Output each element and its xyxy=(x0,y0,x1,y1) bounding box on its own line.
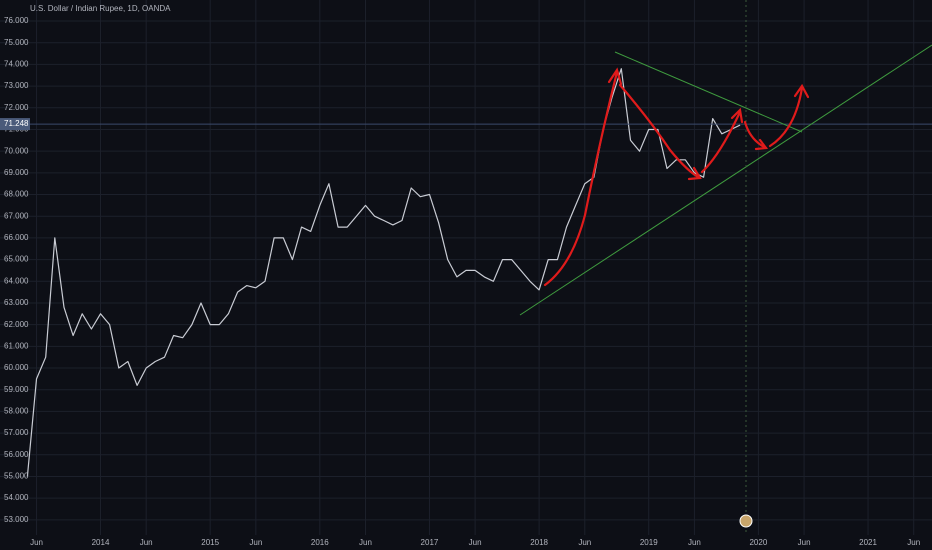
axis-labels: 53.000 54.000 55.000 56.000 57.000 58.000 59.0… xyxy=(0,16,920,547)
x-tick-label: Jun xyxy=(907,538,920,547)
y-tick-label: 57.000 xyxy=(4,428,29,437)
annotations xyxy=(519,0,932,535)
y-tick-label: 58.000 xyxy=(4,406,29,415)
price-line xyxy=(26,68,741,477)
event-icon[interactable] xyxy=(739,514,753,528)
last-price-box xyxy=(0,118,30,131)
x-tick-label: Jun xyxy=(578,538,591,547)
arrow-down xyxy=(618,83,702,180)
x-tick-label: 2018 xyxy=(530,538,548,547)
x-tick-label: 2017 xyxy=(421,538,439,547)
x-tick-label: 2020 xyxy=(749,538,767,547)
arrow-head xyxy=(754,138,769,151)
x-tick-label: Jun xyxy=(798,538,811,547)
last-price-label: 71.248 xyxy=(4,119,29,128)
arrow-up xyxy=(700,110,742,174)
y-tick-label: 53.000 xyxy=(4,515,29,524)
arrow-up xyxy=(768,86,804,148)
y-tick-label: 61.000 xyxy=(4,341,29,350)
resistance-trendline xyxy=(614,51,803,133)
y-tick-label: 72.000 xyxy=(4,103,29,112)
arrow-head xyxy=(793,83,810,99)
y-tick-label: 73.000 xyxy=(4,81,29,90)
arrow-up xyxy=(543,70,619,287)
x-tick-label: Jun xyxy=(249,538,262,547)
y-tick-label: 55.000 xyxy=(4,472,29,481)
y-tick-label: 65.000 xyxy=(4,255,29,264)
y-tick-label: 56.000 xyxy=(4,450,29,459)
y-tick-label: 69.000 xyxy=(4,168,29,177)
chart-title: U.S. Dollar / Indian Rupee, 1D, OANDA xyxy=(30,4,171,13)
arrow-head xyxy=(607,67,623,86)
y-tick-label: 75.000 xyxy=(4,38,29,47)
x-tick-label: 2015 xyxy=(201,538,219,547)
x-tick-label: 2016 xyxy=(311,538,329,547)
y-tick-label: 76.000 xyxy=(4,16,29,25)
y-tick-label: 54.000 xyxy=(4,493,29,502)
y-tick-label: 64.000 xyxy=(4,276,29,285)
y-tick-label: 68.000 xyxy=(4,190,29,199)
y-tick-label: 63.000 xyxy=(4,298,29,307)
x-tick-label: Jun xyxy=(30,538,43,547)
y-tick-label: 67.000 xyxy=(4,211,29,220)
x-tick-label: 2019 xyxy=(640,538,658,547)
y-tick-label: 66.000 xyxy=(4,233,29,242)
y-tick-label: 74.000 xyxy=(4,60,29,69)
x-tick-label: Jun xyxy=(688,538,701,547)
price-series xyxy=(0,68,932,477)
x-tick-label: Jun xyxy=(359,538,372,547)
x-tick-label: Jun xyxy=(469,538,482,547)
support-trendline xyxy=(519,44,932,316)
y-tick-label: 70.000 xyxy=(4,146,29,155)
arrow-head xyxy=(730,107,744,124)
arrow-down xyxy=(743,120,768,150)
grid xyxy=(0,0,932,535)
arrow-head xyxy=(687,166,702,181)
x-tick-label: Jun xyxy=(140,538,153,547)
y-tick-label: 59.000 xyxy=(4,385,29,394)
x-tick-label: 2021 xyxy=(859,538,877,547)
y-tick-label: 60.000 xyxy=(4,363,29,372)
x-tick-label: 2014 xyxy=(92,538,110,547)
drawn-arrows xyxy=(543,67,810,287)
y-tick-label: 62.000 xyxy=(4,320,29,329)
